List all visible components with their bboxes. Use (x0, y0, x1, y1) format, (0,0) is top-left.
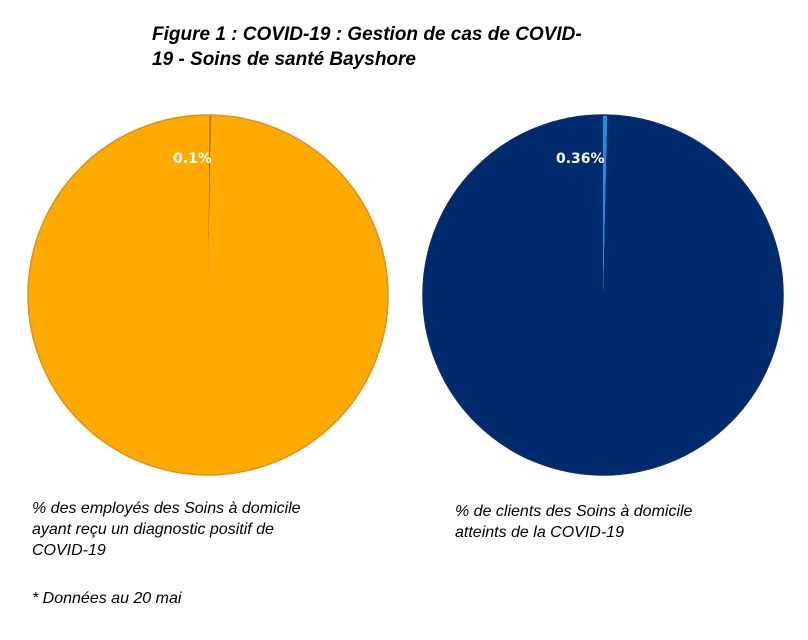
caption-clients: % de clients des Soins à domicile attein… (455, 501, 775, 543)
caption-employees-line-2: ayant reçu un diagnostic positif de (32, 521, 274, 538)
pie-chart-employees: 0.1% (27, 114, 389, 476)
chart-title: Figure 1 : COVID-19 : Gestion de cas de … (152, 22, 672, 72)
chart-title-line-1: Figure 1 : COVID-19 : Gestion de cas de … (152, 24, 582, 45)
slice-label-employees: 0.1% (173, 151, 212, 167)
pie-slice-clients-2 (422, 115, 783, 475)
caption-clients-line-1: % de clients des Soins à domicile (455, 503, 693, 520)
caption-employees: % des employés des Soins à domicile ayan… (32, 498, 372, 561)
pie-outline-employees (27, 114, 389, 476)
slice-label-clients: 0.36% (556, 151, 605, 167)
caption-employees-line-3: COVID-19 (32, 542, 106, 559)
chart-title-line-2: 19 - Soins de santé Bayshore (152, 49, 416, 70)
footnote: * Données au 20 mai (32, 590, 182, 607)
pie-slice-clients-1 (603, 115, 608, 295)
pie-outline-clients (422, 114, 784, 476)
caption-clients-line-2: atteints de la COVID-19 (455, 524, 624, 541)
caption-employees-line-1: % des employés des Soins à domicile (32, 500, 301, 517)
pie-slice-employees-2 (27, 115, 388, 475)
pie-chart-clients: 0.36% (422, 114, 784, 476)
